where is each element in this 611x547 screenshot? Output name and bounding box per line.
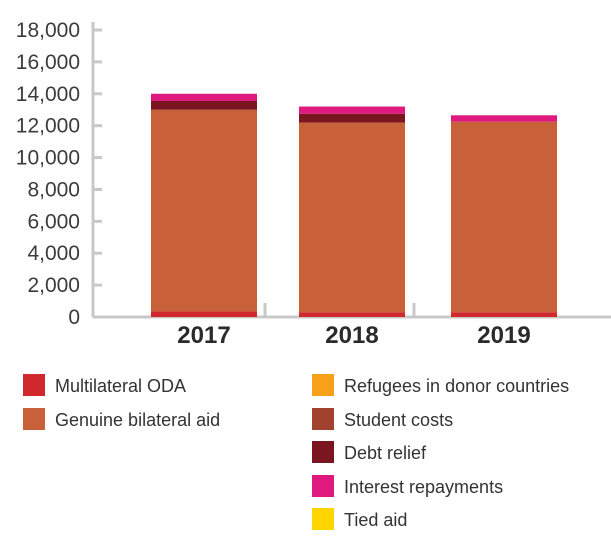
bar-segment-multilateral-oda-2018	[299, 312, 405, 317]
y-tick-label: 16,000	[16, 51, 80, 74]
y-tick-label: 8,000	[27, 178, 80, 201]
bar-segment-debt-relief-2018	[299, 113, 405, 123]
legend-swatch	[23, 408, 45, 430]
legend-swatch	[312, 508, 334, 530]
bar-segment-genuine-bilateral-aid-2017	[151, 109, 257, 312]
legend-swatch	[312, 441, 334, 463]
y-tick-label: 0	[68, 306, 80, 329]
bar-segment-interest-repayments-2017	[151, 93, 257, 101]
legend-swatch	[312, 374, 334, 396]
x-category-label: 2017	[177, 322, 230, 349]
legend-label: Genuine bilateral aid	[55, 410, 220, 430]
y-tick-label: 6,000	[27, 210, 80, 233]
legend-swatch	[23, 374, 45, 396]
legend-swatch	[312, 408, 334, 430]
legend-swatch	[312, 475, 334, 497]
legend-label: Interest repayments	[344, 477, 503, 497]
legend-label: Debt relief	[344, 443, 427, 463]
y-tick-label: 10,000	[16, 147, 80, 170]
y-tick-label: 14,000	[16, 83, 80, 106]
bar-segment-genuine-bilateral-aid-2018	[299, 122, 405, 313]
y-tick-label: 18,000	[16, 19, 80, 42]
legend-label: Student costs	[344, 410, 453, 430]
bar-segment-multilateral-oda-2019	[451, 312, 557, 317]
bar-segment-interest-repayments-2019	[451, 115, 557, 122]
y-tick-label: 12,000	[16, 115, 80, 138]
legend-label: Tied aid	[344, 510, 407, 530]
x-category-label: 2019	[477, 322, 530, 349]
legend-label: Refugees in donor countries	[344, 376, 569, 396]
bar-segment-debt-relief-2017	[151, 100, 257, 110]
y-tick-label: 4,000	[27, 242, 80, 265]
legend-label: Multilateral ODA	[55, 376, 186, 396]
x-category-label: 2018	[325, 322, 378, 349]
bar-segment-interest-repayments-2018	[299, 106, 405, 114]
bar-segment-multilateral-oda-2017	[151, 311, 257, 317]
bar-segment-genuine-bilateral-aid-2019	[451, 121, 557, 313]
y-tick-label: 2,000	[27, 274, 80, 297]
